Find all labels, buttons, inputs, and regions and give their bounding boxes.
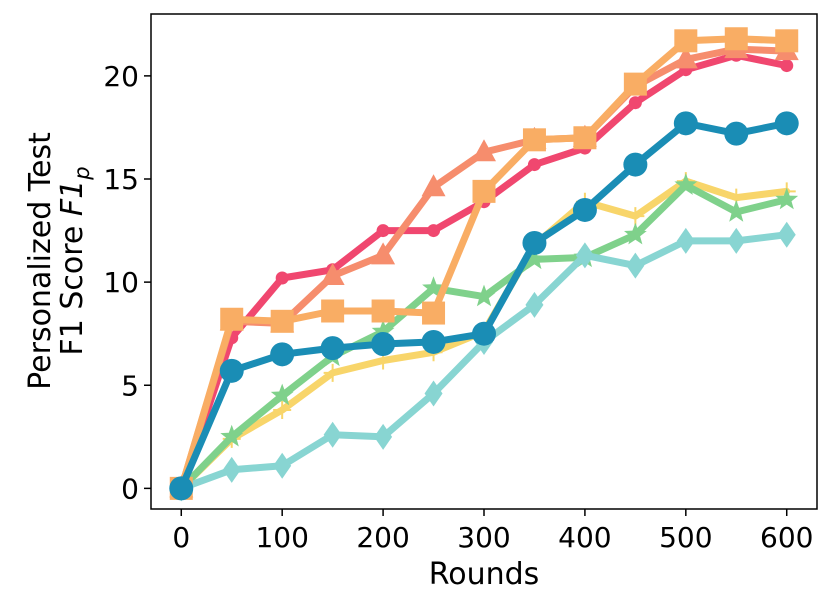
x-axis: 0 100 200 300 400 500 600 [172, 509, 813, 554]
series-6 [169, 27, 799, 500]
x-axis-label: Rounds [429, 557, 540, 592]
series-7 [169, 111, 799, 501]
data-point [220, 424, 244, 447]
data-point [219, 358, 244, 383]
data-point [371, 299, 395, 323]
data-point [320, 336, 345, 361]
data-point [724, 27, 748, 51]
series-layer [169, 27, 799, 502]
data-point [472, 284, 496, 307]
data-point [472, 139, 496, 162]
data-point [323, 363, 342, 382]
data-point [775, 187, 799, 210]
x-tick-label: 300 [457, 521, 510, 554]
x-tick-label: 400 [558, 521, 611, 554]
data-point [674, 29, 698, 53]
x-tick-label: 600 [760, 521, 813, 554]
series-line [177, 231, 791, 492]
data-point [427, 224, 441, 238]
data-point [774, 111, 799, 136]
data-point [626, 207, 645, 226]
data-point [623, 152, 648, 177]
data-point [321, 299, 345, 323]
data-point [775, 29, 799, 53]
y-tick-label: 20 [103, 60, 139, 93]
data-point [472, 321, 496, 346]
data-point [323, 421, 342, 448]
series-line [177, 35, 791, 492]
data-point [673, 111, 698, 136]
y-axis-label: Personalized Test F1 Score F1p [23, 132, 94, 390]
data-point [374, 423, 393, 450]
y-axis-label-math: F1 [55, 180, 90, 216]
data-point [673, 46, 698, 69]
x-tick-label: 200 [356, 521, 409, 554]
data-point [275, 271, 289, 285]
data-point [727, 227, 746, 254]
data-point [676, 227, 695, 254]
y-axis-label-prefix: F1 Score [55, 216, 90, 355]
data-point [270, 383, 294, 406]
y-axis-label-line2: F1 Score F1p [55, 166, 94, 355]
data-point [422, 276, 445, 298]
x-tick-label: 100 [255, 521, 308, 554]
y-tick-label: 0 [121, 472, 139, 505]
data-point [422, 301, 446, 325]
data-point [270, 342, 295, 367]
data-point [523, 247, 546, 270]
data-point [320, 262, 345, 285]
data-point [777, 221, 796, 248]
series-line [177, 45, 791, 492]
data-point [527, 158, 541, 172]
data-point [421, 329, 446, 354]
data-point [626, 252, 645, 279]
data-point [628, 96, 642, 110]
data-point [674, 173, 698, 195]
x-tick-label: 0 [172, 521, 190, 554]
data-point [624, 222, 647, 245]
data-point [724, 200, 748, 222]
data-point [222, 456, 241, 483]
data-point [371, 319, 395, 342]
y-axis: 0 5 10 15 20 [103, 60, 151, 505]
data-point [273, 452, 292, 479]
series-line [177, 119, 791, 492]
data-point [522, 230, 547, 255]
series-5 [169, 36, 799, 498]
data-point [371, 242, 396, 265]
data-point [169, 476, 194, 501]
y-tick-label: 15 [103, 163, 139, 196]
data-point [424, 380, 443, 407]
y-tick-label: 5 [121, 369, 139, 402]
y-axis-label-sub: p [70, 166, 94, 180]
data-point [572, 197, 597, 222]
y-tick-label: 10 [103, 266, 139, 299]
data-point [273, 401, 292, 419]
y-axis-label-line1: Personalized Test [23, 132, 58, 390]
data-point [780, 59, 794, 73]
data-point [623, 72, 647, 96]
data-point [472, 179, 496, 203]
data-point [724, 121, 749, 146]
series-4 [174, 48, 794, 495]
data-point [220, 307, 244, 331]
data-point [270, 309, 294, 333]
data-point [376, 224, 390, 238]
data-point [522, 128, 546, 152]
data-point [575, 242, 594, 269]
data-point [525, 291, 544, 318]
data-point [573, 126, 597, 150]
x-tick-label: 500 [659, 521, 712, 554]
data-point [421, 174, 446, 197]
plot-area-frame [150, 13, 818, 510]
data-point [371, 332, 396, 356]
